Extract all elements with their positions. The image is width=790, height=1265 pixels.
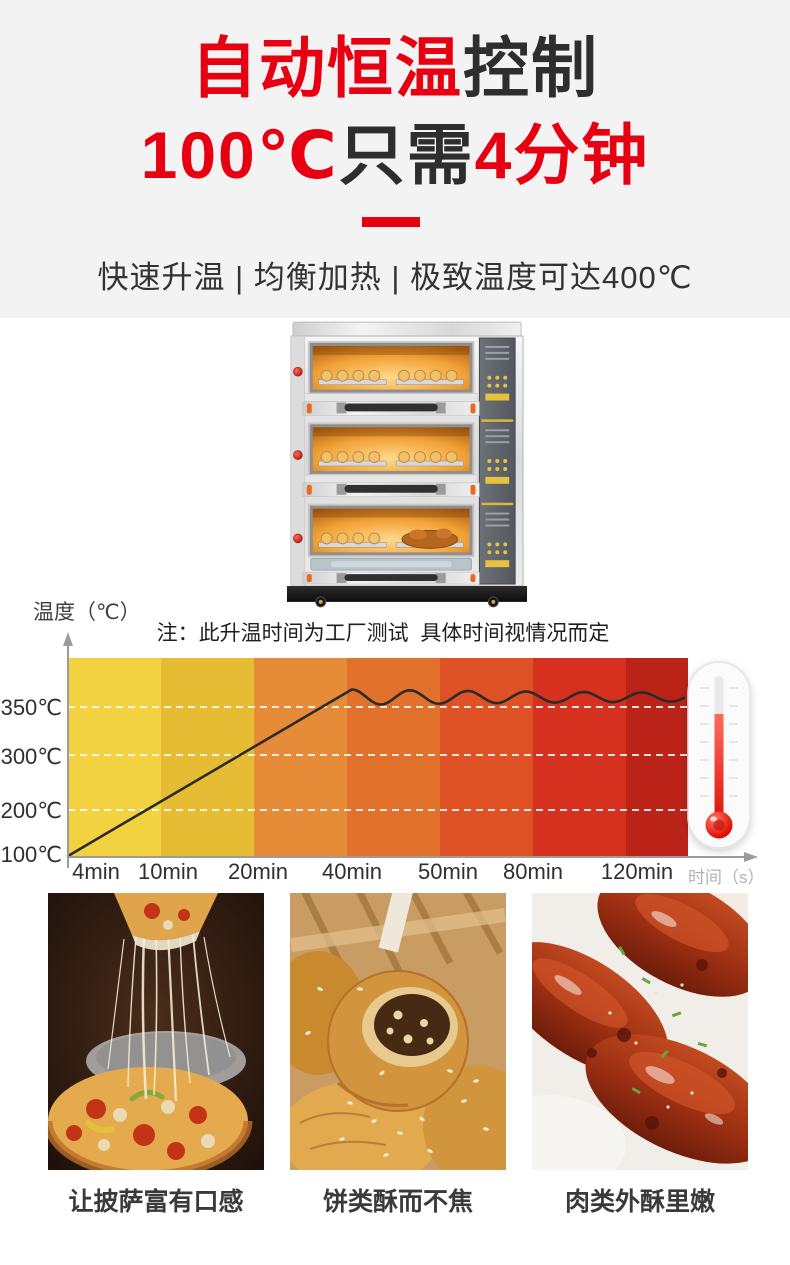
page-title-line2: 100℃只需4分钟: [0, 118, 790, 192]
x-tick-10min: 10min: [138, 859, 198, 884]
chart-y-axis-title: 温度（℃）: [33, 601, 141, 624]
oven-base: [286, 586, 528, 608]
x-tick-120min: 120min: [600, 859, 674, 884]
y-tick-300: 300℃: [0, 744, 62, 769]
x-tick-40min: 40min: [322, 859, 382, 884]
x-axis-arrow: [744, 852, 758, 862]
x-axis-title: 时间（s）: [688, 868, 765, 887]
oven-top: [292, 321, 522, 337]
x-tick-50min: 50min: [418, 859, 478, 884]
y-tick-100: 100℃: [0, 842, 62, 867]
temperature-line: [66, 688, 686, 858]
oven-product-image: [283, 319, 531, 609]
title2-red-part1: 100℃: [140, 118, 339, 192]
chart-axes: [67, 644, 746, 868]
oven-deck-3: [302, 503, 480, 585]
header-section: [0, 0, 790, 318]
caption-pizza: 让披萨富有口感: [68, 1188, 244, 1216]
y-tick-200: 200℃: [0, 798, 62, 823]
photo-chicken-wings: [532, 893, 748, 1170]
temperature-chart: [63, 632, 758, 868]
x-tick-80min: 80min: [503, 859, 563, 884]
x-tick-20min: 20min: [228, 859, 288, 884]
heat-gradient-bands: [68, 658, 688, 857]
oven-deck-2: [302, 422, 480, 497]
title2-red-part2: 4分钟: [474, 118, 650, 192]
caption-wings: 肉类外酥里嫩: [564, 1188, 715, 1216]
tagline: 快速升温 | 均衡加热 | 极致温度可达400℃: [97, 260, 693, 295]
oven-pilot-lights: [293, 366, 303, 544]
red-divider: [362, 217, 420, 227]
caption-pastry: 饼类酥而不焦: [322, 1188, 473, 1216]
oven-illustration: [286, 321, 528, 608]
oven-control-panel: [478, 337, 516, 585]
title1-dark-part: 控制: [463, 31, 599, 105]
title2-dark-part: 只需: [338, 118, 475, 192]
title1-red-part: 自动恒温: [191, 31, 463, 105]
page-title-line1: 自动恒温控制: [0, 31, 790, 105]
thermometer-icon: [687, 661, 751, 849]
chart-gridlines: [68, 706, 688, 811]
photo-pizza: [48, 893, 264, 1170]
chart-note: 注：此升温时间为工厂测试 具体时间视情况而定: [156, 622, 610, 645]
x-tick-4min: 4min: [72, 859, 120, 884]
oven-deck-1: [302, 340, 480, 416]
y-tick-350: 350℃: [0, 695, 62, 720]
photo-pastry: [290, 893, 506, 1170]
y-axis-arrow: [63, 632, 73, 646]
